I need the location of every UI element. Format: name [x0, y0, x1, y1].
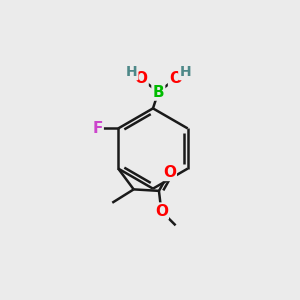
- Text: H: H: [179, 65, 191, 79]
- Text: F: F: [92, 121, 103, 136]
- Text: B: B: [152, 85, 164, 100]
- Text: O: O: [169, 71, 182, 86]
- Text: O: O: [135, 71, 148, 86]
- Text: H: H: [126, 65, 137, 79]
- Text: O: O: [155, 204, 168, 219]
- Text: O: O: [163, 165, 176, 180]
